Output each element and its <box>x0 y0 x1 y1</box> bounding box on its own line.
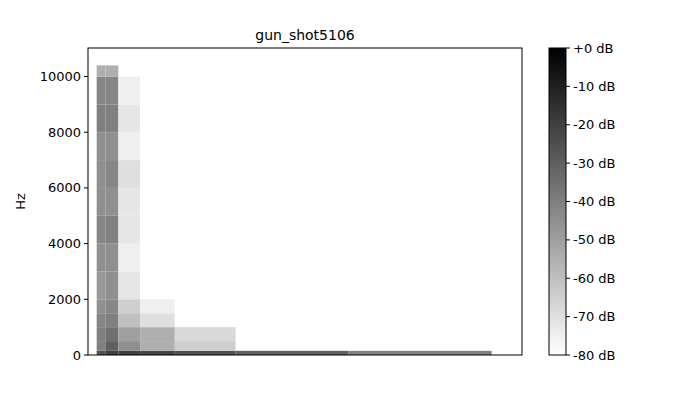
cell <box>97 188 106 216</box>
y-tick-label: 0 <box>73 348 81 363</box>
colorbar-tick-label: -80 dB <box>573 348 616 363</box>
cell <box>97 160 106 188</box>
cell <box>97 351 106 355</box>
cell <box>140 313 175 327</box>
cell <box>105 351 118 355</box>
colorbar-tick <box>566 316 570 317</box>
cell <box>348 351 491 355</box>
colorbar-tick-label: -70 dB <box>573 309 616 324</box>
colorbar-tick <box>566 278 570 279</box>
y-axis-label: Hz <box>13 193 28 210</box>
cell <box>97 327 106 341</box>
cell <box>97 271 106 299</box>
y-tick-label: 6000 <box>48 180 81 195</box>
cell <box>118 351 140 355</box>
cell <box>105 341 118 351</box>
cell <box>97 216 106 244</box>
cell <box>97 77 106 105</box>
cell <box>105 77 118 105</box>
cell <box>118 188 140 216</box>
cell <box>175 351 236 355</box>
cell <box>97 313 106 327</box>
y-tick-label: 10000 <box>40 69 81 84</box>
y-tick <box>84 76 88 77</box>
colorbar-tick <box>566 201 570 202</box>
cell <box>118 313 140 327</box>
colorbar-tick <box>566 48 570 49</box>
title: gun_shot5106 <box>255 27 355 43</box>
cell <box>105 160 118 188</box>
colorbar-tick-label: -50 dB <box>573 232 616 247</box>
cell <box>97 244 106 272</box>
colorbar-tick-label: -30 dB <box>573 156 616 171</box>
y-tick-label: 2000 <box>48 292 81 307</box>
colorbar <box>549 48 566 355</box>
colorbar-tick-label: -40 dB <box>573 194 616 209</box>
colorbar-tick <box>566 124 570 125</box>
cell <box>118 244 140 272</box>
cell <box>175 327 236 341</box>
cell <box>236 351 349 355</box>
cell <box>105 132 118 160</box>
colorbar-tick <box>566 355 570 356</box>
cell <box>105 327 118 341</box>
colorbar-tick-label: -20 dB <box>573 117 616 132</box>
cell <box>140 299 175 313</box>
colorbar-tick <box>566 239 570 240</box>
y-tick <box>84 132 88 133</box>
y-tick <box>84 243 88 244</box>
cell <box>118 327 140 341</box>
cell <box>105 216 118 244</box>
cell <box>105 299 118 313</box>
y-tick-label: 8000 <box>48 125 81 140</box>
cell <box>97 299 106 313</box>
cell <box>105 65 118 76</box>
cell <box>118 160 140 188</box>
cell <box>97 341 106 351</box>
cell <box>105 313 118 327</box>
cell <box>105 271 118 299</box>
cell <box>105 244 118 272</box>
cell <box>97 104 106 132</box>
cell <box>118 132 140 160</box>
cells <box>97 65 492 355</box>
cell <box>105 188 118 216</box>
cell <box>118 341 140 351</box>
colorbar-tick-label: +0 dB <box>573 41 613 56</box>
cell <box>140 327 175 341</box>
cell <box>97 132 106 160</box>
cell <box>105 104 118 132</box>
y-tick <box>84 299 88 300</box>
y-tick <box>84 187 88 188</box>
cell <box>118 104 140 132</box>
cell <box>118 271 140 299</box>
colorbar-tick-label: -10 dB <box>573 79 616 94</box>
cell <box>175 341 236 351</box>
colorbar-tick-label: -60 dB <box>573 271 616 286</box>
plot-frame <box>88 48 522 355</box>
chart: 0 2000 4000 6000 8000 10000 gun_shot5106 Hz +0 d… <box>0 0 700 400</box>
y-tick <box>84 355 88 356</box>
colorbar-tick <box>566 86 570 87</box>
cell <box>118 299 140 313</box>
colorbar-tick <box>566 163 570 164</box>
cell <box>97 65 106 76</box>
cell <box>140 341 175 351</box>
cell <box>140 351 175 355</box>
cell <box>118 216 140 244</box>
y-tick-label: 4000 <box>48 236 81 251</box>
cell <box>118 77 140 105</box>
